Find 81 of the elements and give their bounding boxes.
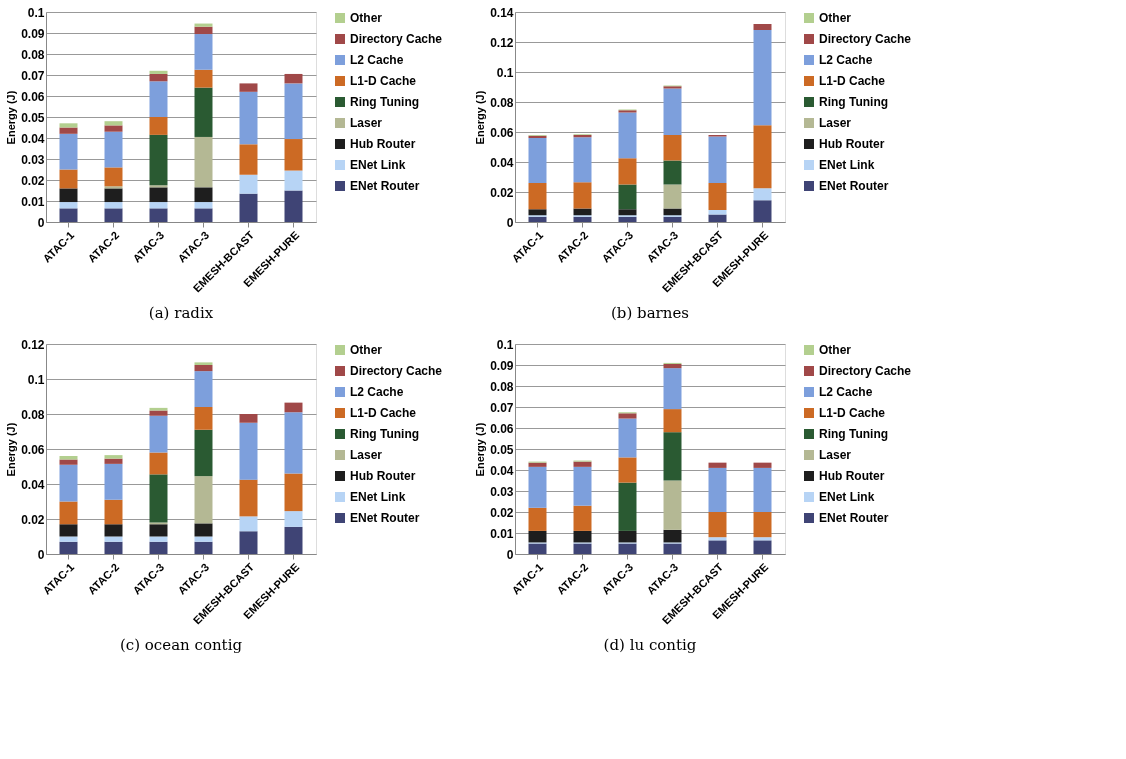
text: (c) ocean contig <box>119 635 243 654</box>
y-tick-label: 0.04 <box>21 477 45 492</box>
y-tick-label: 0.02 <box>490 185 514 200</box>
legend-label: ENet Router <box>350 179 420 193</box>
y-tick-label: 0 <box>37 215 45 230</box>
y-tick-label: 0.08 <box>490 379 514 394</box>
y-axis-title: Energy (J) <box>5 422 18 477</box>
legend-label: ENet Link <box>819 490 875 504</box>
legend-label: Other <box>350 11 383 25</box>
y-tick-label: 0.08 <box>21 407 45 422</box>
legend-label: ENet Link <box>350 158 406 172</box>
y-tick-label: 0 <box>37 547 45 562</box>
legend-label: Ring Tuning <box>819 427 889 441</box>
y-tick-label: 0.02 <box>490 505 514 520</box>
legend-label: ENet Router <box>819 511 889 525</box>
legend-label: L2 Cache <box>350 53 404 67</box>
y-tick-label: 0.06 <box>490 421 514 436</box>
legend-label: Hub Router <box>819 137 885 151</box>
y-tick-label: 0.06 <box>21 89 45 104</box>
legend-label: Laser <box>819 116 852 130</box>
y-tick-label: 0.07 <box>490 400 514 415</box>
legend-label: ENet Link <box>819 158 875 172</box>
legend-label: Laser <box>350 116 383 130</box>
text: (a) radix <box>148 303 214 322</box>
y-tick-label: 0.12 <box>21 337 45 352</box>
text: (b) barnes <box>610 303 690 322</box>
legend-label: Hub Router <box>819 469 885 483</box>
y-tick-label: 0.04 <box>490 155 514 170</box>
y-tick-label: 0.1 <box>496 65 514 80</box>
y-tick-label: 0.02 <box>21 512 45 527</box>
legend-label: Laser <box>819 448 852 462</box>
y-tick-label: 0.12 <box>490 35 514 50</box>
y-tick-label: 0.04 <box>21 131 45 146</box>
legend-label: Other <box>819 343 852 357</box>
y-tick-label: 0.04 <box>490 463 514 478</box>
y-tick-label: 0.06 <box>21 442 45 457</box>
legend-label: L2 Cache <box>819 385 873 399</box>
y-tick-label: 0.08 <box>21 47 45 62</box>
legend-label: ENet Router <box>819 179 889 193</box>
legend-label: Hub Router <box>350 137 416 151</box>
legend-label: ENet Router <box>350 511 420 525</box>
y-tick-label: 0.09 <box>21 26 45 41</box>
y-tick-label: 0.07 <box>21 68 45 83</box>
legend-label: Directory Cache <box>819 32 912 46</box>
legend-label: L1-D Cache <box>819 406 886 420</box>
y-tick-label: 0.1 <box>496 337 514 352</box>
text: (d) lu contig <box>603 635 697 654</box>
y-axis-title: Energy (J) <box>5 90 18 145</box>
y-tick-label: 0 <box>506 215 514 230</box>
legend-label: Ring Tuning <box>819 95 889 109</box>
y-axis-title: Energy (J) <box>474 422 487 477</box>
legend-label: Laser <box>350 448 383 462</box>
legend-label: Other <box>350 343 383 357</box>
y-tick-label: 0.01 <box>490 526 514 541</box>
legend-label: Other <box>819 11 852 25</box>
y-tick-label: 0.05 <box>490 442 514 457</box>
legend-label: Directory Cache <box>819 364 912 378</box>
legend-label: Directory Cache <box>350 32 443 46</box>
legend-label: Ring Tuning <box>350 427 420 441</box>
y-tick-label: 0.03 <box>490 484 514 499</box>
y-tick-label: 0.09 <box>490 358 514 373</box>
y-tick-label: 0.14 <box>490 5 514 20</box>
legend-label: L1-D Cache <box>819 74 886 88</box>
legend-label: L1-D Cache <box>350 406 417 420</box>
y-tick-label: 0.1 <box>27 5 45 20</box>
legend-label: ENet Link <box>350 490 406 504</box>
y-tick-label: 0 <box>506 547 514 562</box>
y-tick-label: 0.01 <box>21 194 45 209</box>
y-tick-label: 0.08 <box>490 95 514 110</box>
legend-label: L2 Cache <box>350 385 404 399</box>
legend-label: Directory Cache <box>350 364 443 378</box>
legend-label: L2 Cache <box>819 53 873 67</box>
y-tick-label: 0.1 <box>27 372 45 387</box>
y-tick-label: 0.06 <box>490 125 514 140</box>
legend-label: Ring Tuning <box>350 95 420 109</box>
legend-label: L1-D Cache <box>350 74 417 88</box>
y-tick-label: 0.02 <box>21 173 45 188</box>
y-axis-title: Energy (J) <box>474 90 487 145</box>
y-tick-label: 0.03 <box>21 152 45 167</box>
legend-label: Hub Router <box>350 469 416 483</box>
y-tick-label: 0.05 <box>21 110 45 125</box>
